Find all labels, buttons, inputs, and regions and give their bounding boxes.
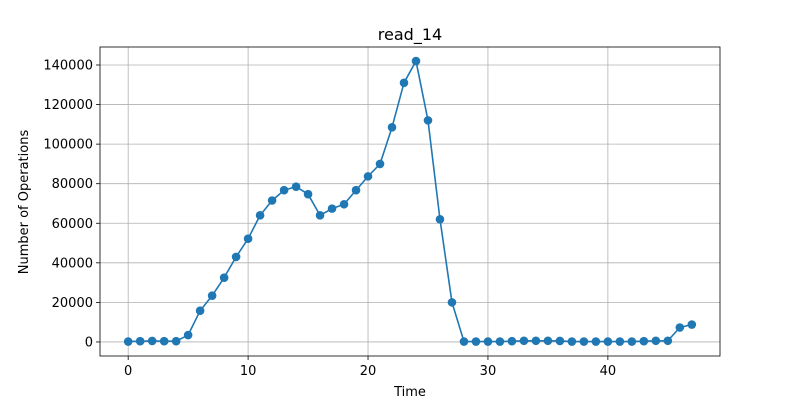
y-tick-label: 100000: [43, 138, 93, 153]
x-axis-ticks: 0 10 20 30 40: [124, 356, 616, 379]
data-point: [543, 336, 553, 346]
x-axis-label: Time: [393, 385, 426, 400]
data-point: [267, 196, 277, 205]
chart-title: read_14: [378, 25, 442, 45]
data-point: [327, 204, 337, 213]
data-point: [615, 337, 625, 346]
y-tick-label: 40000: [52, 256, 93, 271]
data-point: [423, 116, 433, 125]
data-point: [243, 234, 253, 243]
data-point: [519, 336, 529, 346]
data-point: [255, 211, 265, 220]
data-point: [303, 189, 313, 199]
data-point: [315, 211, 325, 220]
data-point: [579, 337, 589, 346]
data-point: [435, 215, 445, 224]
data-point: [375, 159, 385, 169]
data-point: [663, 336, 673, 346]
grid-lines: [100, 47, 720, 356]
data-point: [627, 337, 637, 346]
data-point: [399, 78, 409, 88]
data-point: [207, 291, 217, 300]
data-point: [447, 298, 457, 307]
data-point: [675, 323, 685, 332]
data-point: [591, 337, 601, 346]
y-tick-label: 20000: [52, 296, 93, 311]
data-point: [567, 337, 577, 346]
x-tick-label: 10: [240, 364, 257, 379]
plot-frame: [99, 46, 721, 357]
data-point: [195, 306, 205, 315]
x-tick-label: 0: [124, 364, 132, 379]
series-markers: [123, 56, 697, 346]
y-tick-label: 120000: [43, 98, 93, 113]
data-point: [339, 199, 349, 209]
data-point: [351, 185, 361, 195]
y-tick-label: 80000: [52, 177, 93, 192]
data-point: [147, 336, 157, 346]
data-point: [279, 185, 289, 195]
y-tick-label: 140000: [43, 59, 93, 74]
data-point: [411, 56, 421, 66]
data-point: [639, 336, 649, 346]
y-axis-ticks: 0 20000 40000 60000 80000 100000 120000 140000: [43, 59, 100, 350]
data-point: [687, 320, 697, 329]
data-point: [555, 336, 565, 346]
data-point: [387, 123, 397, 132]
data-point: [219, 273, 229, 282]
data-point: [291, 182, 301, 191]
data-point: [123, 337, 133, 346]
data-point: [495, 337, 505, 346]
x-tick-label: 40: [600, 364, 617, 379]
data-point: [507, 336, 517, 346]
data-point: [183, 330, 193, 340]
data-point: [603, 337, 613, 346]
y-tick-label: 0: [85, 335, 93, 350]
data-point: [459, 337, 469, 346]
x-tick-label: 20: [360, 364, 377, 379]
data-point: [483, 337, 493, 346]
data-point: [135, 336, 145, 346]
data-point: [159, 336, 169, 346]
y-axis-label: Number of Operations: [17, 130, 32, 275]
data-point: [531, 336, 541, 346]
data-point: [363, 172, 373, 181]
data-point: [471, 337, 481, 346]
data-point: [231, 252, 241, 262]
y-tick-label: 60000: [52, 217, 93, 232]
x-tick-label: 30: [480, 364, 497, 379]
data-point: [171, 336, 181, 346]
data-point: [651, 336, 661, 346]
